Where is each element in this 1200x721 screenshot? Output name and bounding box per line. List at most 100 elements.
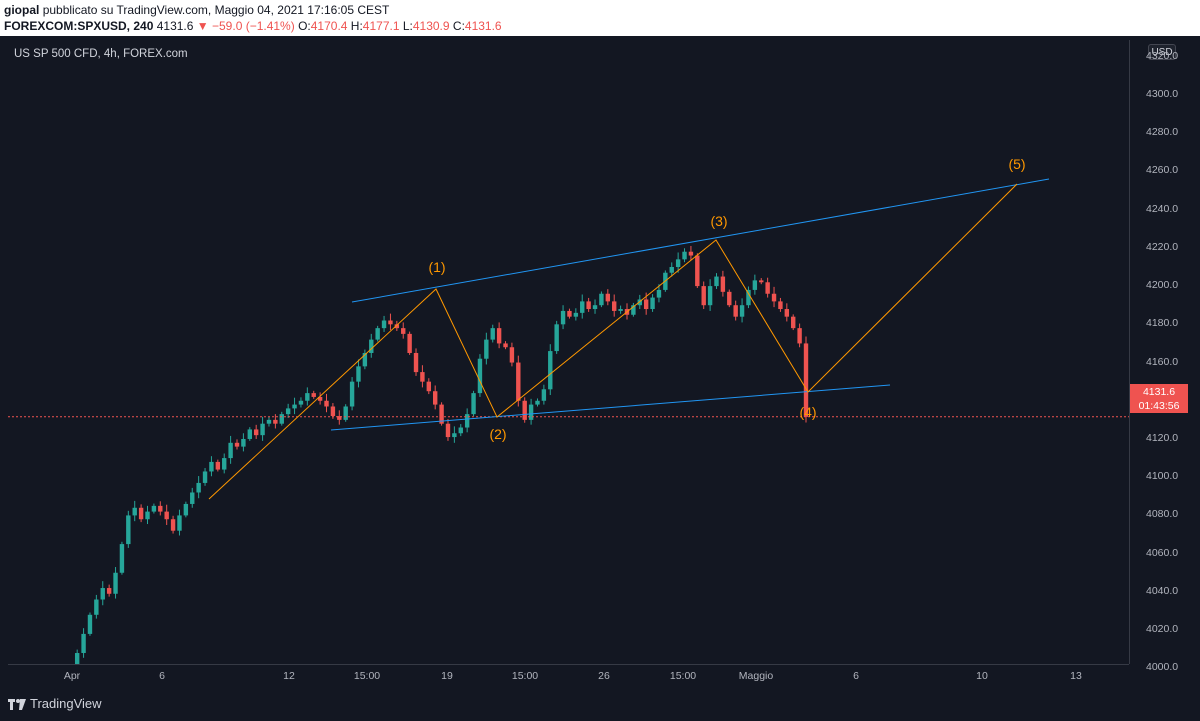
candle-body — [541, 389, 547, 401]
time-axis-label: 12 — [283, 670, 295, 682]
candle-body — [298, 400, 304, 405]
candle-body — [222, 458, 227, 470]
upper-channel-line — [351, 178, 1050, 303]
candle-body — [797, 328, 802, 344]
candle-body — [196, 482, 201, 493]
price-axis-label: 4060.0 — [1146, 546, 1179, 559]
candle-body — [516, 362, 521, 401]
time-axis[interactable] — [8, 664, 1129, 687]
candle-body — [324, 400, 329, 407]
candle-body — [548, 351, 553, 390]
price-axis-label: 4160.0 — [1146, 355, 1179, 368]
candle-body — [228, 442, 233, 459]
candle-body — [74, 653, 80, 664]
candle-body — [599, 293, 604, 306]
close-label: C: — [452, 19, 465, 33]
time-axis-label: 26 — [598, 670, 610, 682]
candle-body — [394, 324, 400, 329]
candle-body — [119, 544, 125, 573]
candle-body — [285, 408, 291, 415]
candle-body — [113, 572, 118, 594]
tradingview-brand[interactable]: TradingView — [30, 696, 102, 711]
candle-body — [439, 404, 444, 424]
candle-body — [746, 289, 751, 306]
candle-body — [464, 414, 470, 428]
time-axis-label: 10 — [976, 670, 988, 682]
candle-body — [273, 419, 278, 424]
wave-label: (3) — [710, 213, 728, 229]
candle-body — [94, 599, 99, 615]
candle-body — [413, 352, 419, 373]
candle-body — [612, 301, 617, 311]
low-label: L: — [402, 19, 413, 33]
candle-body — [618, 309, 623, 311]
publication-header: giopal pubblicato su TradingView.com, Ma… — [0, 0, 1200, 36]
wave-label: (2) — [489, 426, 507, 442]
candle-body — [407, 333, 412, 353]
candle-body — [791, 316, 796, 329]
elliott-wave-zigzag — [208, 183, 1018, 500]
candle-body — [362, 352, 368, 367]
candle-body — [349, 381, 355, 407]
candle-body — [535, 400, 540, 405]
candle-body — [733, 305, 738, 317]
wave-label: (5) — [1008, 156, 1026, 172]
wave-label: (4) — [799, 404, 817, 420]
time-axis-label: 6 — [853, 670, 859, 682]
candle-body — [132, 507, 137, 516]
candle-body — [669, 266, 674, 273]
price-axis-label: 4220.0 — [1146, 240, 1179, 253]
candle-body — [292, 404, 297, 409]
candle-body — [727, 291, 732, 306]
candle-body — [260, 423, 265, 436]
candle-body — [778, 301, 783, 310]
candle-body — [675, 259, 681, 267]
candle-body — [471, 393, 476, 415]
candle-body — [682, 251, 687, 260]
candle-body — [420, 372, 425, 382]
bar-countdown: 01:43:56 — [1138, 400, 1180, 412]
price-axis-label: 4180.0 — [1146, 317, 1179, 330]
candle-body — [279, 414, 284, 424]
candle-body — [605, 293, 611, 302]
candle-body — [765, 282, 770, 294]
candle-body — [311, 393, 316, 397]
candlestick-chart[interactable] — [8, 40, 1129, 664]
candle-body — [381, 320, 387, 329]
chart-plot-area[interactable] — [8, 40, 1129, 664]
price-axis-label: 4040.0 — [1146, 584, 1179, 597]
price-axis-label: 4120.0 — [1146, 431, 1179, 444]
candle-body — [369, 339, 374, 353]
price-axis[interactable] — [1129, 40, 1200, 664]
candle-body — [215, 461, 221, 470]
price-axis-label: 4080.0 — [1146, 508, 1179, 521]
candle-body — [643, 299, 649, 310]
candle-body — [714, 276, 719, 287]
candle-body — [496, 328, 502, 344]
currency-badge[interactable]: USD — [1148, 44, 1176, 60]
candle-body — [170, 519, 176, 531]
candle-body — [375, 328, 380, 340]
candle-body — [580, 301, 585, 313]
publisher-name[interactable]: giopal — [4, 3, 40, 17]
candle-body — [688, 251, 694, 256]
candle-body — [560, 310, 566, 325]
time-axis-label: 6 — [159, 670, 165, 682]
candle-body — [183, 503, 189, 516]
candle-body — [739, 305, 745, 317]
candle-body — [484, 339, 489, 359]
candle-body — [151, 505, 157, 512]
candle-body — [509, 347, 515, 363]
price-axis-label: 4000.0 — [1146, 661, 1179, 674]
candle-body — [126, 515, 131, 545]
candle-body — [452, 433, 457, 438]
price-change: −59.0 (−1.41%) — [212, 19, 295, 33]
low-value: 4130.9 — [412, 19, 450, 33]
price-axis-label: 4020.0 — [1146, 623, 1179, 636]
candle-body — [490, 328, 495, 340]
candle-body — [190, 492, 195, 504]
candle-body — [317, 396, 323, 401]
candle-body — [388, 320, 393, 325]
candle-body — [803, 343, 809, 417]
symbol-label[interactable]: FOREXCOM:SPXUSD, 240 — [4, 19, 154, 33]
